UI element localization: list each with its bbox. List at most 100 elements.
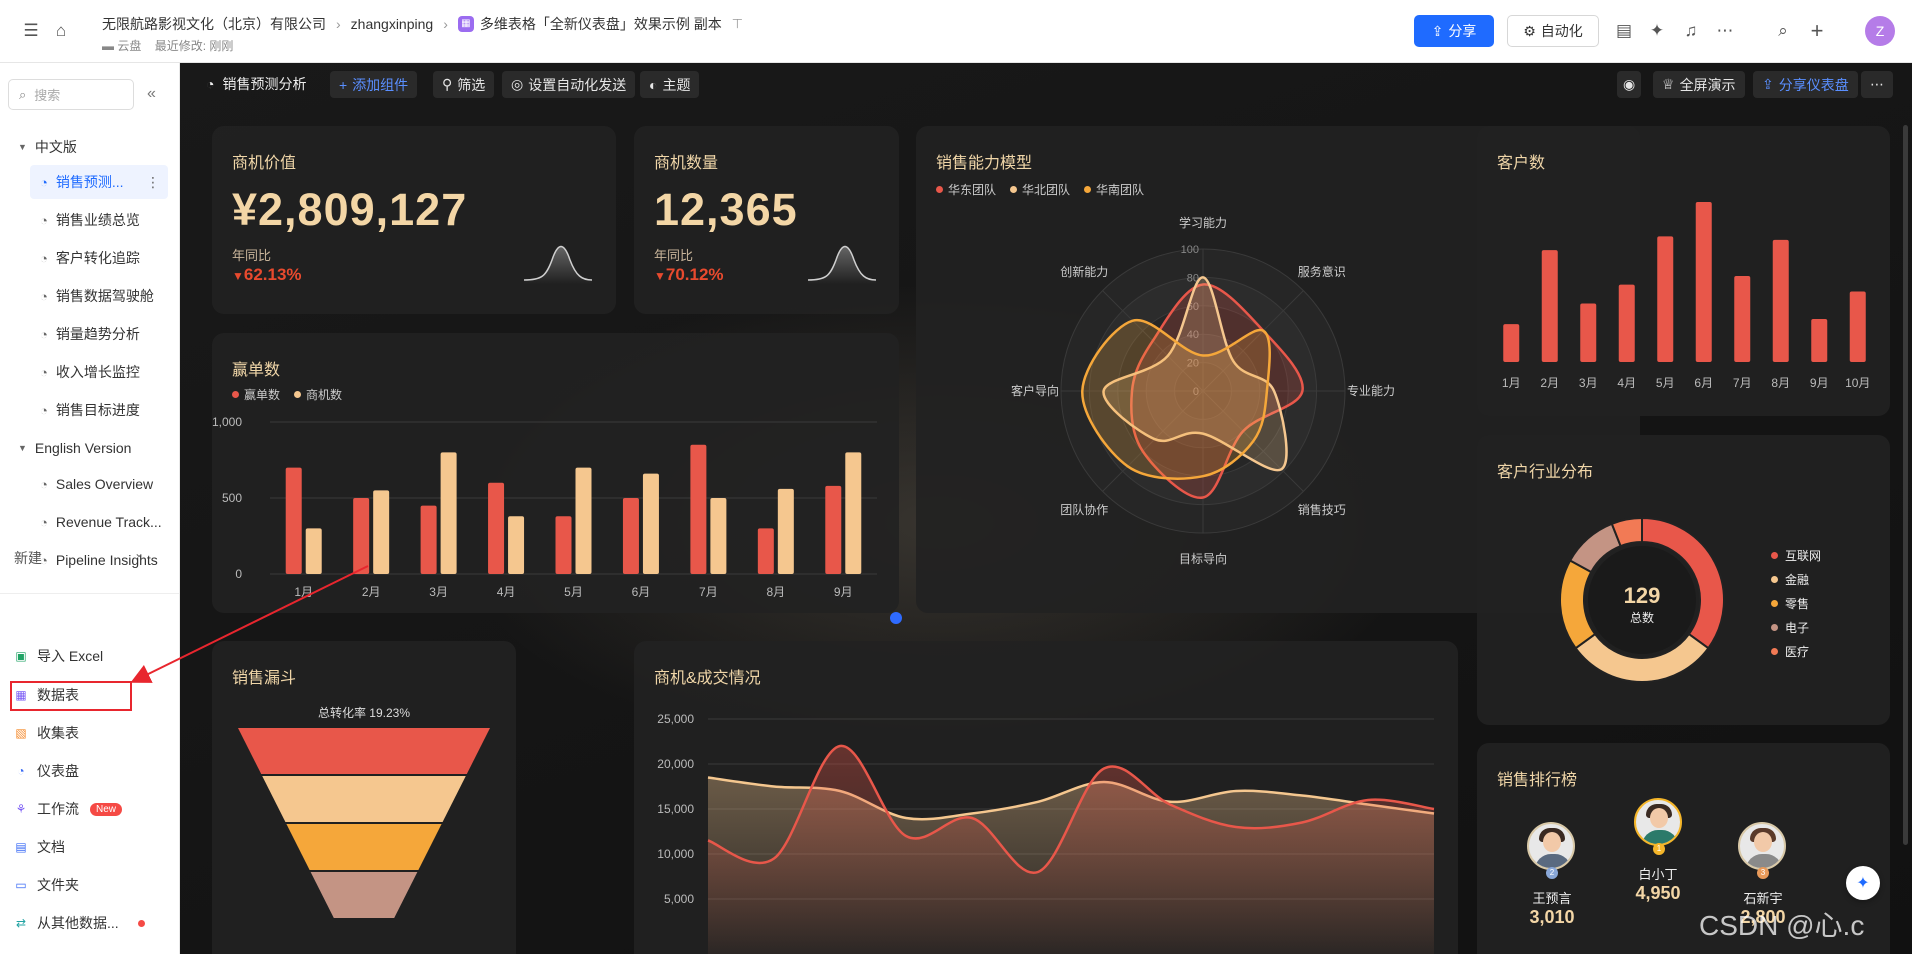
chevron-down-icon[interactable]: ⌄ — [134, 546, 145, 560]
robot-icon: ⚙ — [1523, 22, 1536, 39]
new-dashboard-button[interactable]: ◔ 仪表盘 — [14, 756, 79, 786]
win-chart-card[interactable]: 赢单数 赢单数 商机数 0 500 1,000 1月 2月 3月 4月 5月 6月 7月 8月 9月 — [212, 333, 899, 613]
new-folder-button[interactable]: ▭ 文件夹 — [14, 870, 79, 900]
funnel-stage — [238, 728, 490, 774]
chart-legend: 华东团队 华北团队 华南团队 — [936, 181, 1144, 198]
funnel-rate: 总转化率 19.23% — [318, 705, 410, 720]
sales-ranking-card[interactable]: 销售排行榜 2 王预言 3,010 1 白小丁 4,950 3 石新宇 2,80… — [1477, 743, 1890, 954]
group-chinese[interactable]: ▼ 中文版 — [18, 137, 77, 157]
sidebar-item[interactable]: ◔ 销售业绩总览 — [30, 203, 168, 237]
y-tick-label: 15,000 — [657, 802, 694, 816]
new-form-button[interactable]: ▧ 收集表 — [14, 718, 79, 748]
search-icon[interactable]: ⌕ — [1778, 21, 1788, 40]
ai-assistant-icon[interactable]: ✦ — [1846, 866, 1880, 900]
clipboard-icon[interactable]: ▤ — [1615, 21, 1633, 40]
bar — [1772, 239, 1789, 362]
kpi-value: 12,365 — [654, 184, 798, 235]
industry-donut-chart: 129 总数 — [1559, 516, 1725, 683]
more-icon[interactable]: ⋯ — [1861, 71, 1893, 98]
legend-item: 华东团队 — [936, 181, 996, 198]
bar — [1849, 291, 1866, 362]
vertical-scrollbar[interactable] — [1903, 125, 1908, 845]
share-dashboard-button[interactable]: ⇪ 分享仪表盘 — [1753, 71, 1858, 98]
automation-button[interactable]: ⚙ 自动化 — [1507, 15, 1599, 47]
home-icon[interactable]: ⌂ — [55, 21, 67, 40]
customer-count-card[interactable]: 客户数 1月 2月 3月 4月 5月 6月 7月 8月 9月 10月 — [1477, 126, 1890, 416]
legend-label: 医疗 — [1785, 644, 1810, 659]
sidebar-item[interactable]: ◔ 客户转化追踪 — [30, 241, 168, 275]
ranker-name: 王预言 — [1532, 891, 1572, 906]
sidebar-item[interactable]: ◔ Revenue Track... — [30, 505, 168, 539]
add-icon[interactable]: + — [1810, 18, 1824, 43]
share-button[interactable]: ⇪ 分享 — [1414, 15, 1494, 47]
x-tick-label: 9月 — [1810, 376, 1829, 390]
plugin-icon[interactable]: ✦ — [1649, 21, 1665, 40]
document-title[interactable]: 多维表格「全新仪表盘」效果示例 副本 — [479, 16, 722, 32]
card-title: 商机&成交情况 — [654, 670, 761, 687]
more-icon[interactable]: ⋯ — [1716, 21, 1734, 40]
add-widget-button[interactable]: + 添加组件 — [330, 71, 418, 98]
kpi-card-opportunity-value[interactable]: 商机价值 ¥2,809,127 年同比 ▼62.13% — [212, 126, 616, 314]
avatar[interactable]: Z — [1865, 16, 1895, 46]
more-icon[interactable]: ⋮ — [146, 173, 160, 190]
new-item-label: 文档 — [37, 839, 65, 855]
new-table-button[interactable]: ▦ 数据表 — [14, 680, 79, 710]
sales-funnel-card[interactable]: 销售漏斗 总转化率 19.23% — [212, 641, 516, 954]
sidebar-item-sales-forecast[interactable]: ◔ 销售预测... ⋮ — [30, 165, 168, 199]
sidebar-item[interactable]: ◔ 销量趋势分析 — [30, 317, 168, 351]
bar — [285, 467, 302, 574]
down-triangle-icon: ▼ — [654, 269, 666, 283]
sidebar-item[interactable]: ◔ Sales Overview — [30, 467, 168, 501]
rank-badge: 3 — [1757, 867, 1769, 879]
donut-total-label: 总数 — [1630, 610, 1654, 625]
outline-icon[interactable]: ☰ — [23, 21, 39, 40]
color-ring-icon[interactable]: ◉ — [1617, 71, 1642, 98]
sidebar-item[interactable]: ◔ Pipeline Insights — [30, 543, 168, 577]
breadcrumb-user[interactable]: zhangxinping — [350, 16, 434, 32]
new-doc-button[interactable]: ▤ 文档 — [14, 832, 65, 862]
search-input[interactable]: ⌕ 搜索 — [8, 79, 134, 110]
bar — [305, 528, 322, 574]
x-tick-label: 6月 — [1694, 376, 1713, 390]
legend-item: 赢单数 — [232, 386, 280, 403]
breadcrumb-org[interactable]: 无限航路影视文化（北京）有限公司 — [102, 16, 326, 32]
folder-icon: ▭ — [15, 878, 27, 892]
y-tick-label: 25,000 — [657, 712, 694, 726]
bar — [1811, 318, 1828, 362]
bar — [825, 485, 842, 574]
document-icon: ▤ — [15, 840, 27, 854]
pin-icon[interactable]: ⊤ — [731, 16, 744, 31]
share-icon: ⇪ — [1431, 22, 1444, 39]
import-excel-button[interactable]: ▣ 导入 Excel — [14, 641, 103, 671]
base-icon: ▦ — [457, 16, 474, 32]
legend-item: 金融 — [1771, 567, 1821, 591]
filter-button[interactable]: ⚲ 筛选 — [433, 71, 495, 98]
sidebar-item[interactable]: ◔ 收入增长监控 — [30, 355, 168, 389]
location[interactable]: 云盘 — [117, 39, 142, 53]
new-item-label: 文件夹 — [37, 877, 79, 893]
theme-button[interactable]: ◐ 主题 — [640, 71, 700, 98]
bell-icon[interactable]: ♫ — [1684, 21, 1698, 40]
kpi-card-opportunity-count[interactable]: 商机数量 12,365 年同比 ▼70.12% — [634, 126, 899, 314]
dashboard-title: ◔ 销售预测分析 — [206, 74, 306, 94]
sidebar-item[interactable]: ◔ 销售目标进度 — [30, 393, 168, 427]
caret-down-icon: ▼ — [18, 443, 27, 453]
fullscreen-button[interactable]: ♕ 全屏演示 — [1653, 71, 1745, 98]
import-other-data-button[interactable]: ⇄ 从其他数据... — [14, 908, 145, 938]
chart-legend: 赢单数 商机数 — [232, 386, 342, 403]
page-indicator[interactable] — [890, 612, 902, 624]
legend-swatch — [1771, 623, 1778, 631]
legend-item: 零售 — [1771, 591, 1821, 615]
theme-label: 主题 — [662, 76, 691, 93]
industry-distribution-card[interactable]: 客户行业分布 129 总数 互联网 金融 零售 电子 医疗 — [1477, 435, 1890, 725]
legend-item: 商机数 — [294, 386, 342, 403]
new-item-label: 从其他数据... — [37, 915, 119, 931]
new-workflow-button[interactable]: ⚘ 工作流 New — [14, 794, 123, 824]
new-item-label: 仪表盘 — [37, 763, 79, 779]
radar-chart-card[interactable]: 销售能力模型 华东团队 华北团队 华南团队 学习能力 服务意识 专业能力 销售技巧 目标… — [916, 126, 1640, 613]
sidebar-item[interactable]: ◔ 销售数据驾驶舱 — [30, 279, 168, 313]
auto-send-button[interactable]: ◎ 设置自动化发送 — [502, 71, 636, 98]
collapse-sidebar-icon[interactable]: « — [147, 85, 156, 102]
opportunity-deal-trend-card[interactable]: 商机&成交情况 5,000 10,000 15,000 20,000 25,000 — [634, 641, 1458, 954]
group-english[interactable]: ▼ English Version — [18, 440, 131, 456]
